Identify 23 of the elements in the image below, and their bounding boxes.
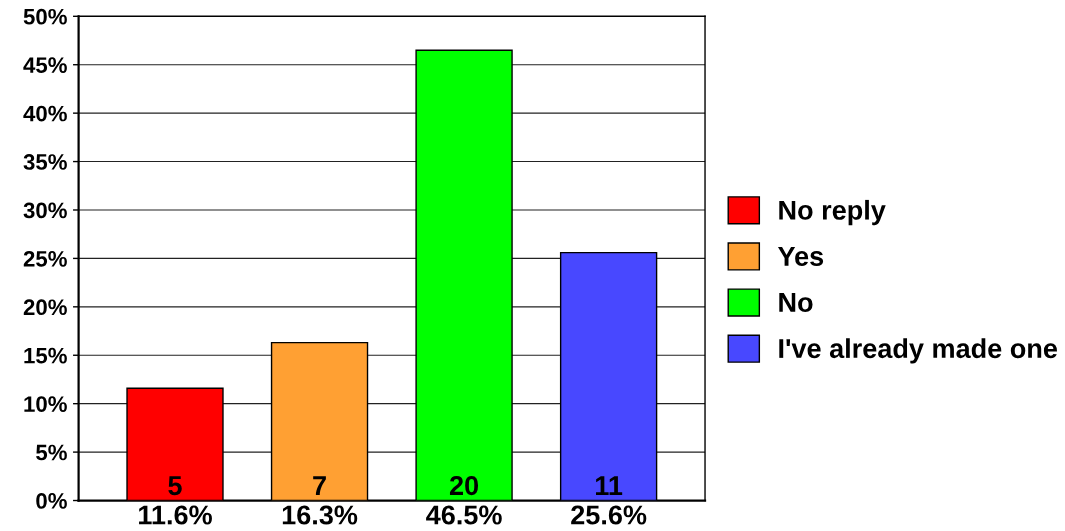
y-tick-label: 40% bbox=[23, 105, 67, 122]
y-tick-label: 10% bbox=[24, 396, 67, 412]
legend-label: No bbox=[779, 293, 813, 313]
y-tick-label: 20% bbox=[23, 299, 67, 316]
y-tick-label: 15% bbox=[24, 347, 67, 364]
legend-label: No reply bbox=[779, 199, 886, 226]
annotation: 5 bbox=[168, 476, 182, 496]
x-tick-label: 46.5% bbox=[426, 505, 502, 525]
legend-label: I've already made one bbox=[779, 338, 1057, 364]
y-tick-label: 5% bbox=[36, 444, 67, 461]
annotation: 20 bbox=[449, 475, 479, 496]
x-tick-label: 25.6% bbox=[571, 505, 647, 525]
y-tick-label: 45% bbox=[23, 57, 67, 73]
y-tick-label: 0% bbox=[36, 493, 67, 509]
annotation: 11 bbox=[596, 476, 623, 495]
x-tick-label: 16.3% bbox=[282, 505, 358, 525]
x-tick-label: 11.6% bbox=[139, 505, 212, 525]
y-tick-label: 25% bbox=[23, 250, 67, 267]
annotation: 7 bbox=[313, 476, 326, 495]
y-tick-label: 30% bbox=[23, 202, 67, 219]
y-tick-label: 50% bbox=[23, 8, 67, 25]
legend-label: Yes bbox=[777, 247, 824, 266]
y-tick-label: 35% bbox=[23, 154, 67, 170]
